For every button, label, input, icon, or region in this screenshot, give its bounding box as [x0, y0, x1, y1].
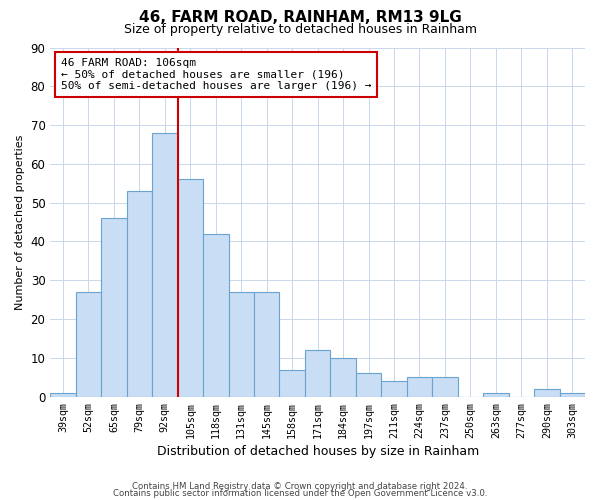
Bar [178, 180, 203, 396]
Text: Size of property relative to detached houses in Rainham: Size of property relative to detached ho… [124, 22, 476, 36]
X-axis label: Distribution of detached houses by size in Rainham: Distribution of detached houses by size … [157, 444, 479, 458]
Bar [203, 234, 229, 396]
Text: 46, FARM ROAD, RAINHAM, RM13 9LG: 46, FARM ROAD, RAINHAM, RM13 9LG [139, 10, 461, 25]
Bar [560, 393, 585, 396]
Text: Contains HM Land Registry data © Crown copyright and database right 2024.: Contains HM Land Registry data © Crown c… [132, 482, 468, 491]
Y-axis label: Number of detached properties: Number of detached properties [15, 134, 25, 310]
Bar [483, 393, 509, 396]
Bar [331, 358, 356, 397]
Bar [305, 350, 331, 397]
Bar [76, 292, 101, 397]
Bar [229, 292, 254, 397]
Bar [101, 218, 127, 396]
Text: Contains public sector information licensed under the Open Government Licence v3: Contains public sector information licen… [113, 490, 487, 498]
Bar [534, 389, 560, 396]
Bar [280, 370, 305, 396]
Bar [127, 191, 152, 396]
Bar [152, 133, 178, 396]
Bar [382, 381, 407, 396]
Bar [432, 378, 458, 396]
Text: 46 FARM ROAD: 106sqm
← 50% of detached houses are smaller (196)
50% of semi-deta: 46 FARM ROAD: 106sqm ← 50% of detached h… [61, 58, 371, 91]
Bar [50, 393, 76, 396]
Bar [356, 374, 382, 396]
Bar [254, 292, 280, 397]
Bar [407, 378, 432, 396]
